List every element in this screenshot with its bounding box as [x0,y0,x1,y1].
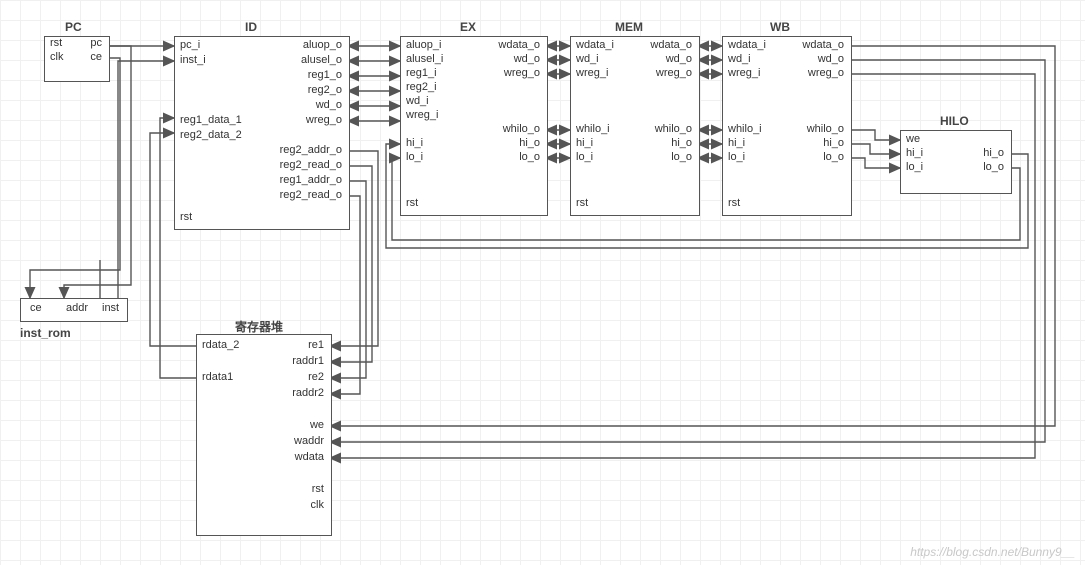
title-regfile: 寄存器堆 [235,318,283,335]
port-wd-o: wd_o [514,53,540,65]
port-reg2-addr-o: reg2_addr_o [280,144,342,156]
port-lo-i: lo_i [728,151,745,163]
port-wreg-o: wreg_o [808,67,844,79]
port-rdata-2: rdata_2 [202,339,239,351]
port-wd-i: wd_i [576,53,599,65]
port-wreg-o: wreg_o [656,67,692,79]
net-wb-whilo->hilo-we [850,130,900,140]
port-wreg-i: wreg_i [576,67,608,79]
port-wdata-o: wdata_o [802,39,844,51]
port-wdata-o: wdata_o [498,39,540,51]
port-wd-o: wd_o [818,53,844,65]
port-lo-o: lo_o [823,151,844,163]
port-wreg-i: wreg_i [406,109,438,121]
net-pc->addr [64,46,131,298]
port-whilo-o: whilo_o [655,123,692,135]
port-reg2-data-2: reg2_data_2 [180,129,242,141]
port-whilo-i: whilo_i [576,123,610,135]
port-hi-o: hi_o [823,137,844,149]
port-lo-o: lo_o [671,151,692,163]
port-alusel-o: alusel_o [301,54,342,66]
port-rst: rst [312,483,324,495]
port-clk: clk [50,51,63,63]
port-wdata: wdata [295,451,324,463]
title-rom: inst_rom [20,326,71,340]
title-wb: WB [770,20,790,34]
port-we: we [310,419,324,431]
port-hi-i: hi_i [576,137,593,149]
port-whilo-o: whilo_o [807,123,844,135]
port-rst: rst [728,197,740,209]
port-clk: clk [311,499,324,511]
port-aluop-i: aluop_i [406,39,441,51]
port-inst: inst [102,302,119,314]
port-reg1-i: reg1_i [406,67,437,79]
title-ex: EX [460,20,476,34]
diagram-canvas: PC ID EX MEM WB HILO inst_rom 寄存器堆 https… [0,0,1085,565]
port-wreg-o: wreg_o [504,67,540,79]
title-id: ID [245,20,257,34]
port-reg1-data-1: reg1_data_1 [180,114,242,126]
port-reg1-o: reg1_o [308,69,342,81]
title-hilo: HILO [940,114,969,128]
port-wreg-o: wreg_o [306,114,342,126]
port-rst: rst [180,211,192,223]
port-hi-o: hi_o [983,147,1004,159]
port-raddr2: raddr2 [292,387,324,399]
port-rst: rst [50,37,62,49]
title-mem: MEM [615,20,643,34]
port-we: we [906,133,920,145]
title-pc: PC [65,20,82,34]
port-reg2-i: reg2_i [406,81,437,93]
port-pc-i: pc_i [180,39,200,51]
port-lo-i: lo_i [906,161,923,173]
port-aluop-o: aluop_o [303,39,342,51]
port-rst: rst [576,197,588,209]
port-wd-o: wd_o [666,53,692,65]
port-wdata-i: wdata_i [576,39,614,51]
port-pc: pc [90,37,102,49]
port-reg1-addr-o: reg1_addr_o [280,174,342,186]
port-wreg-i: wreg_i [728,67,760,79]
port-re2: re2 [308,371,324,383]
port-whilo-i: whilo_i [728,123,762,135]
port-re1: re1 [308,339,324,351]
net-wb-lo->hilo [850,158,900,168]
port-wdata-o: wdata_o [650,39,692,51]
watermark: https://blog.csdn.net/Bunny9__ [910,545,1075,559]
port-lo-i: lo_i [576,151,593,163]
port-lo-o: lo_o [983,161,1004,173]
port-reg2-read-o: reg2_read_o [280,159,342,171]
port-waddr: waddr [294,435,324,447]
port-rst: rst [406,197,418,209]
net-inst->id [118,61,174,307]
port-raddr1: raddr1 [292,355,324,367]
port-rdata1: rdata1 [202,371,233,383]
port-wd-i: wd_i [728,53,751,65]
port-addr: addr [66,302,88,314]
port-hi-i: hi_i [728,137,745,149]
port-lo-i: lo_i [406,151,423,163]
port-ce: ce [30,302,42,314]
port-inst-i: inst_i [180,54,206,66]
net-wb-hi->hilo [850,144,900,154]
port-hi-i: hi_i [906,147,923,159]
port-hi-i: hi_i [406,137,423,149]
port-wd-i: wd_i [406,95,429,107]
port-reg2-o: reg2_o [308,84,342,96]
port-wd-o: wd_o [316,99,342,111]
net-ce->rom [30,58,120,298]
port-reg2-read-o: reg2_read_o [280,189,342,201]
port-wdata-i: wdata_i [728,39,766,51]
port-alusel-i: alusel_i [406,53,443,65]
port-hi-o: hi_o [519,137,540,149]
port-ce: ce [90,51,102,63]
port-whilo-o: whilo_o [503,123,540,135]
port-lo-o: lo_o [519,151,540,163]
port-hi-o: hi_o [671,137,692,149]
